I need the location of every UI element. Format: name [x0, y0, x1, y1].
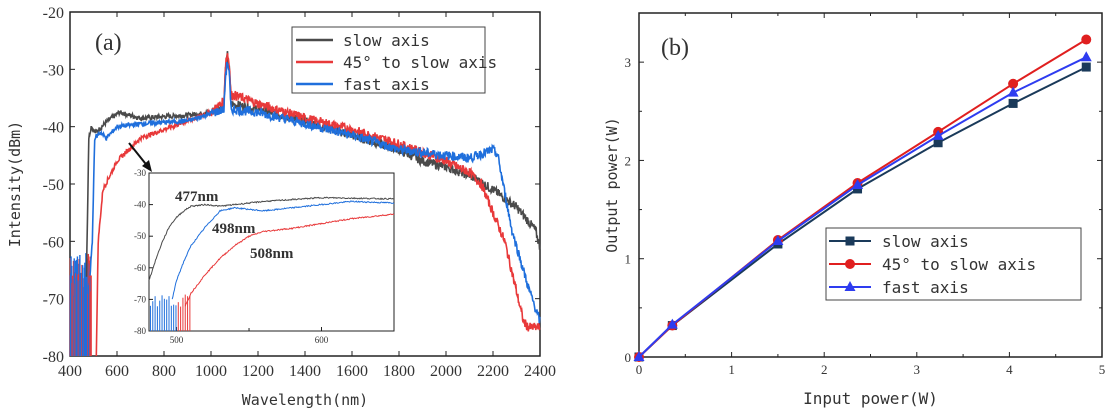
data-point-fast-axis [1007, 86, 1019, 97]
x-tick-label: 400 [58, 363, 82, 380]
data-point-fast-axis [633, 351, 645, 361]
inset-annotation: 477nm [175, 189, 219, 205]
x-tick-label: 2400 [524, 363, 556, 380]
x-tick-label: 2200 [477, 363, 509, 380]
legend-label: fast axis [882, 278, 969, 297]
y-tick-label: -60 [43, 234, 64, 251]
data-point-fast-axis [772, 235, 784, 246]
y-tick-label: -50 [43, 177, 64, 194]
panel-label: (b) [661, 35, 689, 61]
x-tick-label: 4 [1006, 362, 1013, 377]
y-axis-label: Output power(W) [603, 117, 621, 252]
x-tick-label: 600 [105, 363, 129, 380]
y-tick-label: -40 [43, 120, 64, 137]
inset-series-line [171, 200, 395, 300]
legend-marker [845, 236, 855, 246]
y-tick-label: -30 [43, 62, 64, 79]
x-axis-label: Input power(W) [803, 389, 938, 408]
data-point-fast-axis [666, 318, 678, 329]
inset-x-tick-label: 600 [315, 335, 329, 345]
inset-x-tick-label: 500 [170, 335, 184, 345]
y-tick-label: 1 [625, 252, 632, 267]
data-point-fast-axis [852, 179, 864, 189]
x-tick-label: 3 [914, 362, 921, 377]
inset-annotation: 498nm [212, 221, 256, 237]
inset-y-tick-label: -70 [134, 294, 146, 304]
y-tick-label: 0 [625, 350, 632, 365]
legend-label: slow axis [343, 31, 430, 50]
legend: slow axis 45° to slow axis fast axis [825, 227, 1082, 301]
y-tick-label: -80 [43, 349, 64, 366]
x-tick-label: 2000 [430, 363, 462, 380]
legend-marker [844, 281, 856, 291]
arrow-head [142, 160, 152, 172]
inset-y-tick-label: -80 [134, 326, 146, 336]
x-tick-label: 800 [152, 363, 176, 380]
legend-box [291, 26, 486, 94]
data-point-slow-axis [1081, 62, 1091, 72]
panel-a-spectrum-chart: 400 600 800 1000 1200 1400 1600 1800 2000 2200 240… [6, 5, 556, 409]
legend-label: 45° to slow axis [343, 53, 497, 72]
x-tick-label: 5 [1099, 362, 1106, 377]
inset-chart: 500 600 -80 -70 -60 -50 -40 -30 477nm 498nm 508nm [134, 168, 395, 345]
plot-frame [638, 12, 1103, 358]
y-tick-label: 3 [625, 55, 632, 70]
x-tick-label: 0 [636, 362, 643, 377]
legend-label: 45° to slow axis [882, 255, 1036, 274]
x-tick-label: 1200 [242, 363, 274, 380]
legend: slow axis 45° to slow axis fast axis [291, 26, 497, 94]
panel-b-power-chart: 0 1 2 3 4 5 0 1 2 3 Input power(W) Output power(W) (… [603, 12, 1106, 408]
x-tick-label: 1 [728, 362, 735, 377]
inset-series-line [148, 196, 395, 281]
data-point-fast-axis [932, 129, 944, 140]
legend-label: slow axis [882, 232, 969, 251]
x-tick-label: 1600 [336, 363, 368, 380]
series-line-fast-axis [89, 61, 541, 324]
inset-series-line [184, 213, 395, 307]
inset-y-tick-label: -30 [134, 168, 146, 178]
data-point-fast-axis [1080, 51, 1092, 62]
inset-y-tick-label: -40 [134, 200, 146, 210]
data-point-slow-axis [1008, 98, 1018, 108]
x-tick-label: 1000 [195, 363, 227, 380]
x-tick-label: 1400 [289, 363, 321, 380]
inset-y-tick-label: -50 [134, 231, 146, 241]
inset-y-tick-label: -60 [134, 263, 146, 273]
y-tick-label: -70 [43, 292, 64, 309]
data-point-45deg [1008, 78, 1019, 89]
legend-marker [845, 259, 855, 269]
data-point-slow-axis [933, 138, 943, 148]
y-axis-label: Intensity(dBm) [6, 121, 24, 247]
y-tick-label: -20 [43, 5, 64, 22]
noise-region [69, 253, 92, 356]
y-tick-label: 2 [625, 153, 632, 168]
inset-annotation: 508nm [250, 246, 294, 262]
legend-label: fast axis [343, 75, 430, 94]
data-point-45deg [1081, 34, 1092, 45]
x-tick-label: 2 [821, 362, 828, 377]
panel-label: (a) [95, 30, 122, 56]
x-axis-label: Wavelength(nm) [242, 391, 368, 409]
x-tick-label: 1800 [383, 363, 415, 380]
